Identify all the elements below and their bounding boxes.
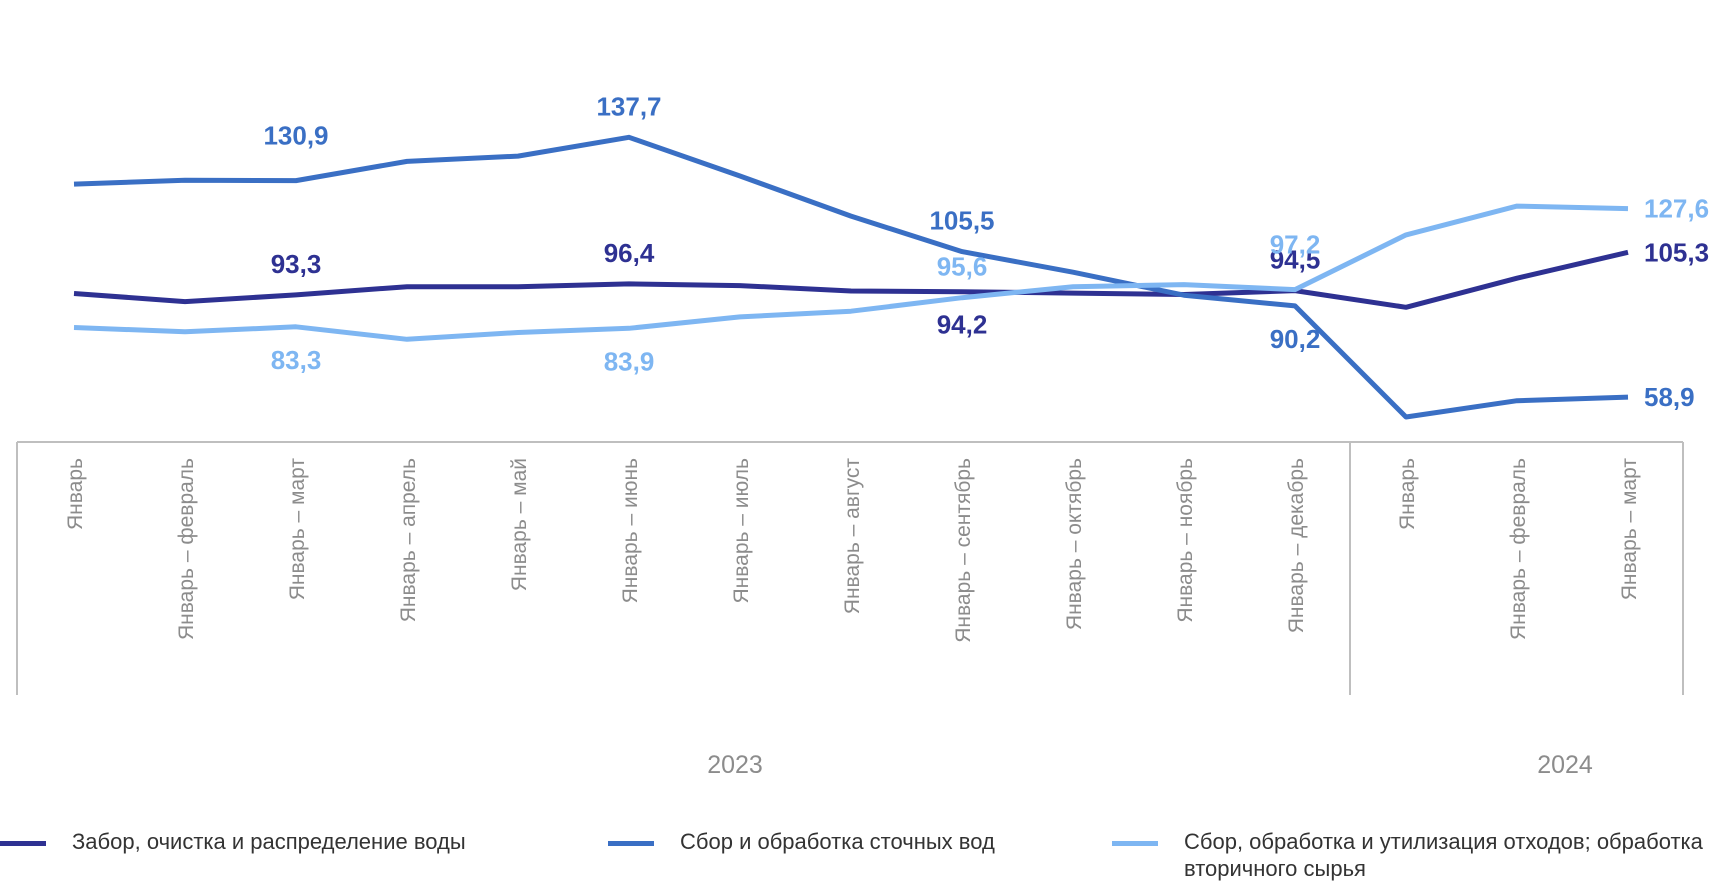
category-tick-label-6: Январь – июль (730, 458, 753, 604)
legend-swatch-water-supply (0, 841, 46, 846)
data-label-wastewater-11: 90,2 (1270, 324, 1321, 354)
legend-label-water-supply: Забор, очистка и распределение воды (72, 829, 466, 854)
category-tick-label-10: Январь – ноябрь (1174, 458, 1197, 623)
data-labels: 93,3 96,4 94,2 94,5 105,3 130,9 137,7 105,5 90,2… (263, 91, 1709, 412)
legend-label-waste: Сбор, обработка и утилизация отходов; об… (1184, 829, 1703, 881)
data-label-water-supply-5: 96,4 (604, 238, 655, 268)
legend-swatch-wastewater (608, 841, 654, 846)
year-label-2023: 2023 (707, 751, 763, 779)
year-label-2024: 2024 (1537, 751, 1593, 779)
category-tick-label-14: Январь – март (1618, 458, 1641, 601)
data-label-waste-2: 83,3 (271, 345, 322, 375)
data-label-waste-11: 97,2 (1270, 230, 1321, 260)
category-axis (16, 441, 1684, 695)
category-tick-label-3: Январь – апрель (397, 458, 420, 622)
category-tick-label-13: Январь – февраль (1507, 458, 1530, 640)
legend-label-wastewater: Сбор и обработка сточных вод (680, 829, 995, 854)
data-label-wastewater-8: 105,5 (929, 206, 994, 236)
legend-item-water-supply: Забор, очистка и распределение воды (0, 828, 466, 855)
category-tick-labels: Январь Январь – февраль Январь – март Январ… (64, 458, 1641, 643)
category-tick-label-12: Январь (1396, 458, 1419, 530)
legend-item-waste: Сбор, обработка и утилизация отходов; об… (1112, 828, 1704, 882)
category-tick-label-9: Январь – октябрь (1063, 458, 1086, 630)
category-tick-label-5: Январь – июнь (619, 458, 642, 603)
year-group-labels: 2023 2024 (707, 751, 1593, 779)
series-lines (73, 134, 1629, 420)
category-tick-label-7: Январь – август (841, 458, 864, 615)
category-tick-label-2: Январь – март (286, 458, 309, 601)
category-tick-label-11: Январь – декабрь (1285, 458, 1308, 633)
data-label-wastewater-14: 58,9 (1644, 382, 1695, 412)
category-tick-label-0: Январь (64, 458, 87, 530)
data-label-wastewater-2: 130,9 (263, 121, 328, 151)
data-label-water-supply-11: 94,5 (1270, 245, 1321, 275)
data-label-water-supply-8: 94,2 (937, 310, 988, 340)
category-tick-label-8: Январь – сентябрь (952, 458, 975, 643)
data-label-waste-5: 83,9 (604, 346, 655, 376)
legend-item-wastewater: Сбор и обработка сточных вод (608, 828, 995, 855)
data-label-waste-14: 127,6 (1644, 194, 1709, 224)
category-tick-label-4: Январь – май (508, 458, 531, 591)
data-label-wastewater-5: 137,7 (596, 91, 661, 121)
line-chart: Январь Январь – февраль Январь – март Январ… (16, 91, 1709, 779)
data-label-water-supply-14: 105,3 (1644, 237, 1709, 267)
legend-swatch-waste (1112, 841, 1158, 846)
chart-legend: Забор, очистка и распределение воды Сбор… (0, 828, 1719, 890)
data-label-water-supply-2: 93,3 (271, 249, 322, 279)
data-label-waste-8: 95,6 (937, 252, 988, 282)
category-tick-label-1: Январь – февраль (175, 458, 198, 640)
